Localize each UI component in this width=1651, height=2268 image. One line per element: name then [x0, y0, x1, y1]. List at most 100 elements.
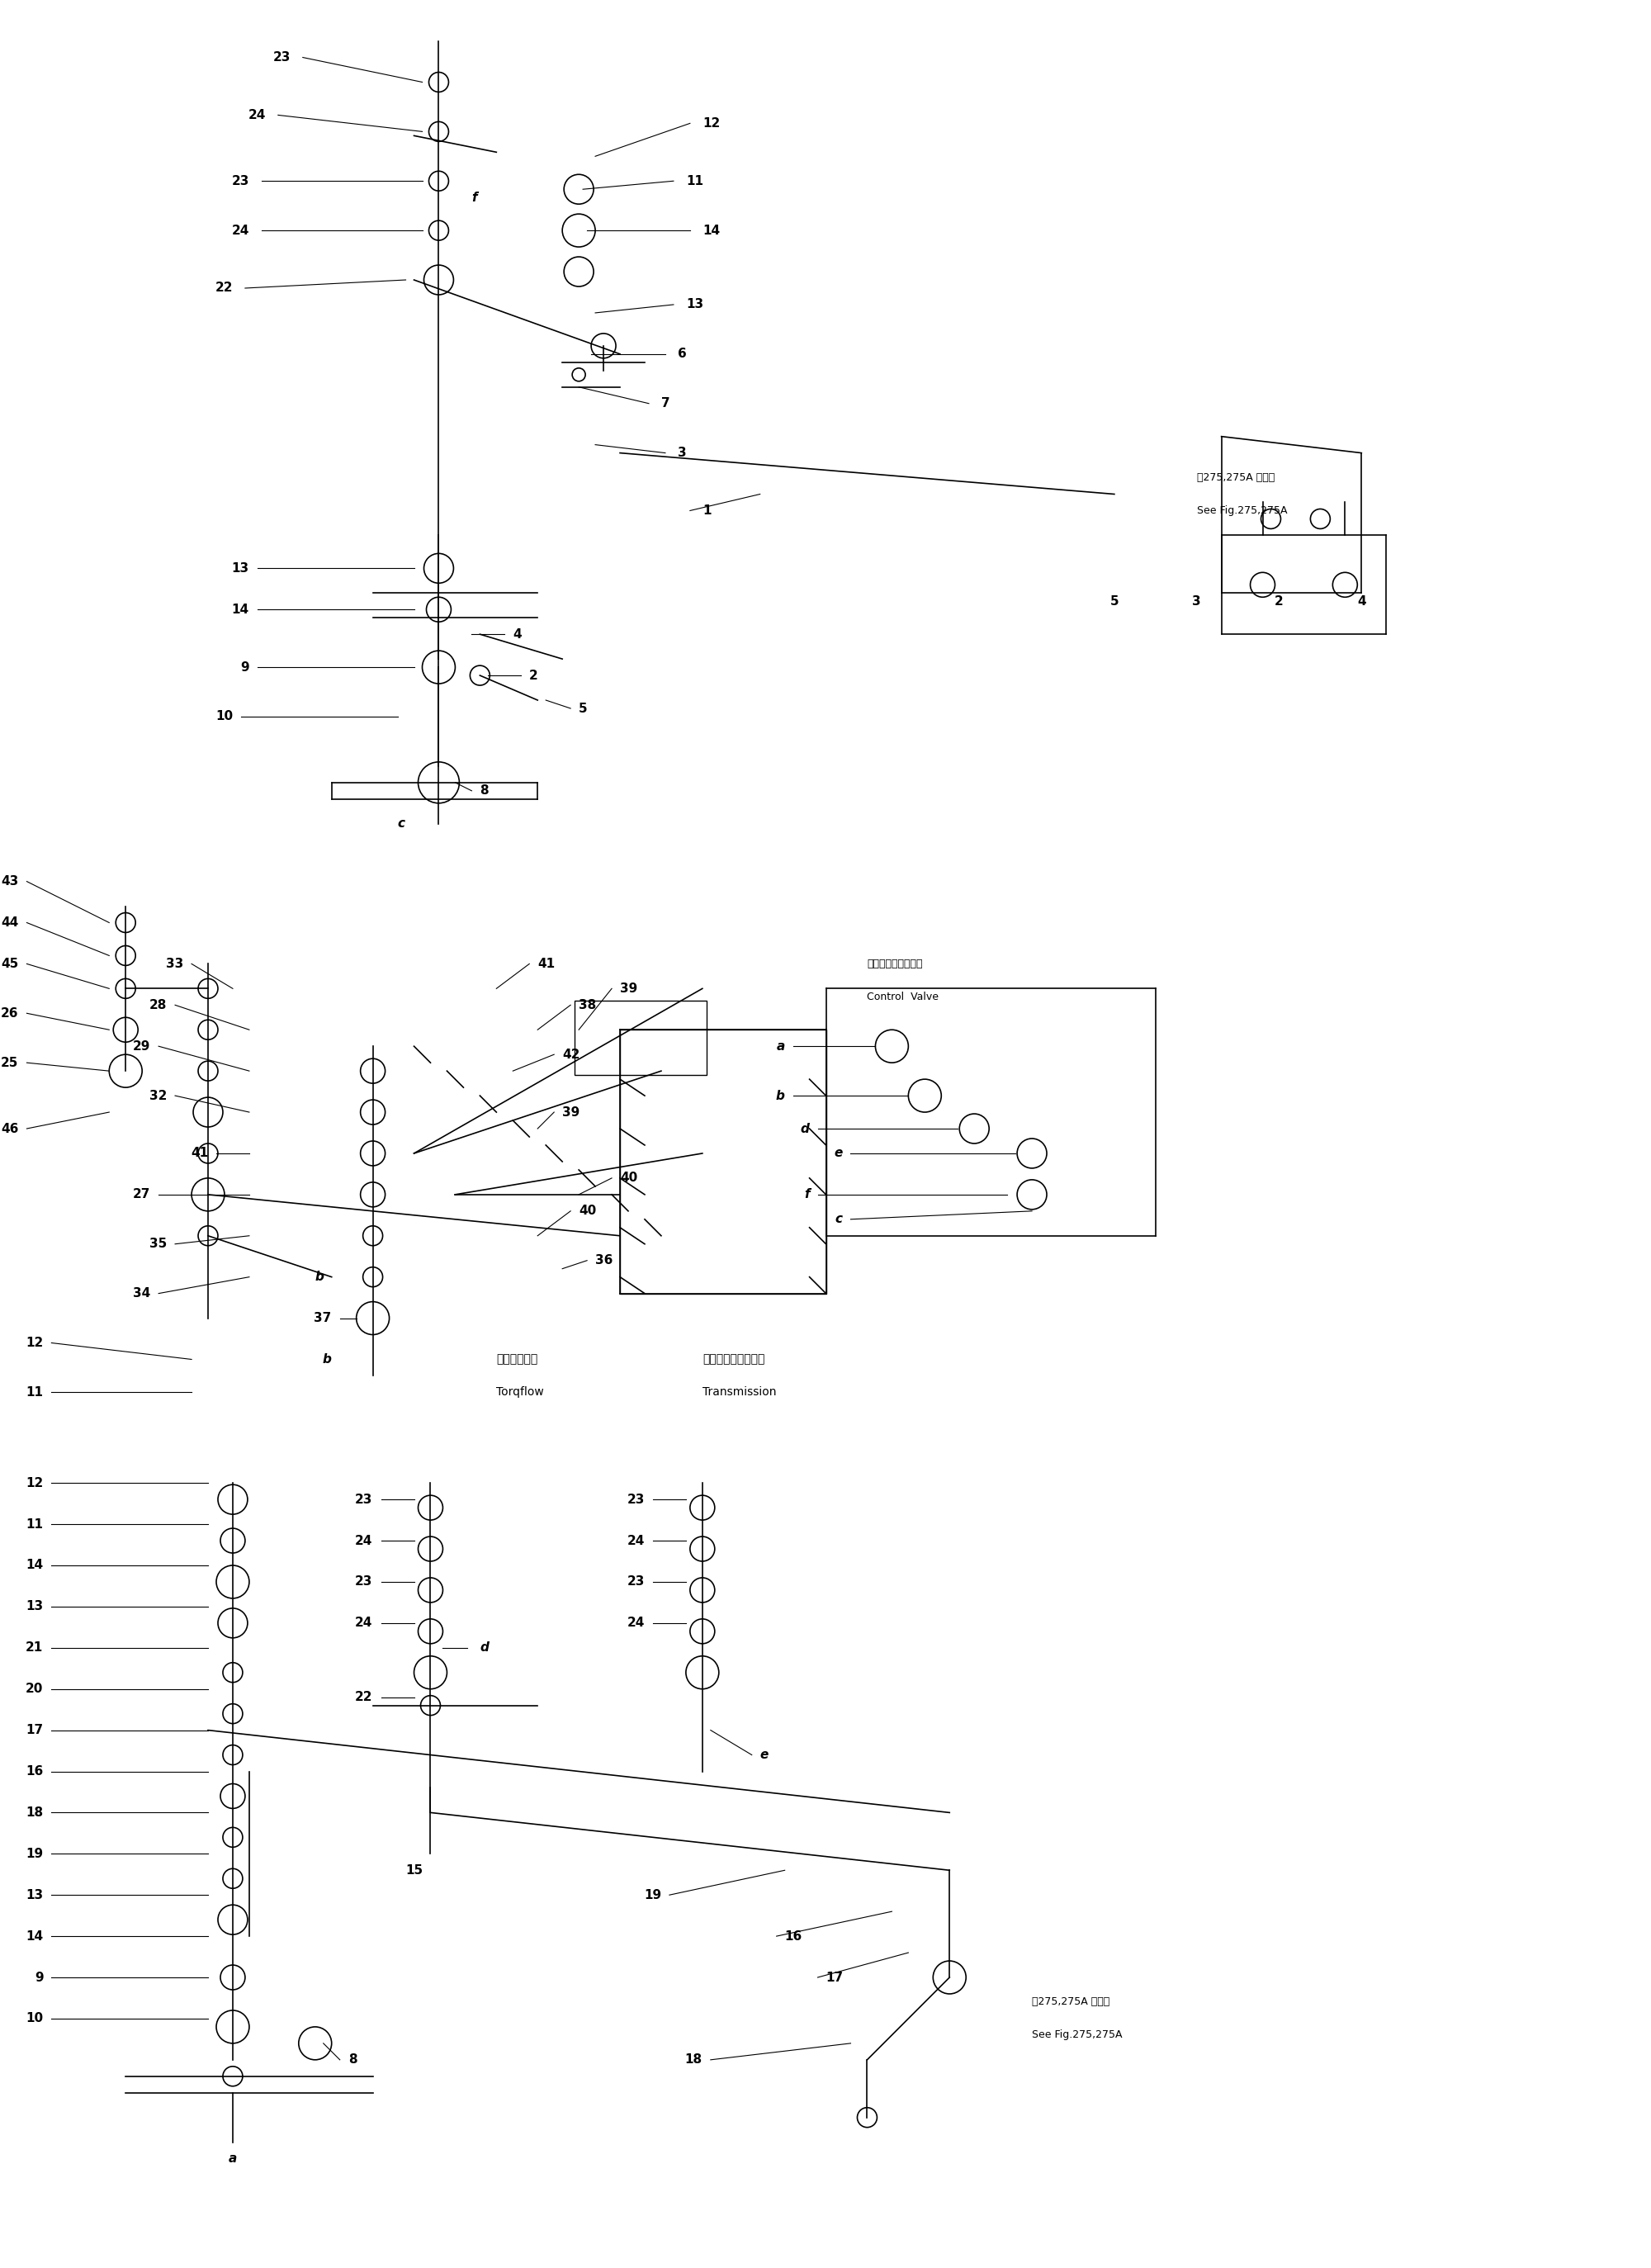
Text: 2: 2 — [530, 669, 538, 683]
Text: 23: 23 — [272, 52, 291, 64]
Text: 5: 5 — [580, 703, 588, 714]
Text: 16: 16 — [784, 1930, 802, 1941]
Text: e: e — [834, 1148, 842, 1159]
Text: 13: 13 — [231, 562, 249, 574]
FancyBboxPatch shape — [575, 1000, 707, 1075]
Text: 9: 9 — [35, 1971, 43, 1984]
Text: 24: 24 — [231, 225, 249, 236]
Text: Transmission: Transmission — [702, 1386, 776, 1397]
Text: 7: 7 — [660, 397, 670, 411]
Text: 23: 23 — [627, 1492, 644, 1506]
Text: Control  Valve: Control Valve — [867, 991, 939, 1002]
Text: 17: 17 — [826, 1971, 844, 1984]
Text: 25: 25 — [2, 1057, 18, 1068]
Text: 11: 11 — [26, 1517, 43, 1531]
Text: 18: 18 — [685, 2053, 702, 2066]
Text: 23: 23 — [627, 1576, 644, 1588]
Text: 8: 8 — [480, 785, 489, 796]
Text: 18: 18 — [26, 1805, 43, 1819]
Text: 11: 11 — [26, 1386, 43, 1399]
Text: e: e — [759, 1749, 769, 1760]
Text: 33: 33 — [165, 957, 183, 971]
Text: 24: 24 — [627, 1535, 644, 1547]
Text: 39: 39 — [621, 982, 637, 996]
Text: See Fig.275,275A: See Fig.275,275A — [1032, 2030, 1123, 2041]
Text: 32: 32 — [149, 1089, 167, 1102]
Text: 14: 14 — [231, 603, 249, 615]
Text: 24: 24 — [248, 109, 266, 120]
Text: 14: 14 — [702, 225, 720, 236]
Text: 29: 29 — [132, 1041, 150, 1052]
Text: 24: 24 — [627, 1617, 644, 1628]
Text: 1: 1 — [702, 503, 712, 517]
Text: a: a — [776, 1041, 784, 1052]
Text: 17: 17 — [26, 1724, 43, 1737]
Text: 8: 8 — [348, 2053, 357, 2066]
Text: 3: 3 — [1192, 594, 1200, 608]
Text: 22: 22 — [355, 1692, 373, 1703]
Text: 40: 40 — [580, 1204, 596, 1218]
Text: 36: 36 — [596, 1254, 613, 1268]
Text: 34: 34 — [132, 1288, 150, 1300]
Text: 10: 10 — [26, 2012, 43, 2025]
Text: 12: 12 — [702, 118, 720, 129]
Text: 42: 42 — [563, 1048, 580, 1061]
Text: 24: 24 — [355, 1535, 373, 1547]
Text: 10: 10 — [215, 710, 233, 723]
Text: 28: 28 — [149, 998, 167, 1012]
Text: 第275,275A 図参照: 第275,275A 図参照 — [1197, 472, 1275, 483]
Text: 6: 6 — [677, 347, 687, 361]
Text: 24: 24 — [355, 1617, 373, 1628]
Text: 13: 13 — [26, 1601, 43, 1613]
Text: 23: 23 — [231, 175, 249, 188]
Text: 13: 13 — [685, 299, 703, 311]
Text: トルクフロー: トルクフロー — [497, 1354, 538, 1365]
Text: 26: 26 — [0, 1007, 18, 1021]
Text: 45: 45 — [2, 957, 18, 971]
Text: b: b — [315, 1270, 324, 1284]
Text: 35: 35 — [149, 1238, 167, 1250]
Text: 19: 19 — [644, 1889, 660, 1901]
Text: 40: 40 — [621, 1173, 637, 1184]
Text: 12: 12 — [26, 1336, 43, 1349]
Text: Torqflow: Torqflow — [497, 1386, 545, 1397]
Text: 14: 14 — [26, 1930, 43, 1941]
Text: 14: 14 — [26, 1558, 43, 1572]
Text: 43: 43 — [2, 875, 18, 887]
Text: f: f — [804, 1188, 809, 1200]
Text: 23: 23 — [355, 1492, 373, 1506]
Text: d: d — [480, 1642, 489, 1653]
Text: b: b — [322, 1354, 332, 1365]
Text: 4: 4 — [1357, 594, 1365, 608]
Text: 16: 16 — [26, 1765, 43, 1778]
Text: 11: 11 — [685, 175, 703, 188]
Text: f: f — [472, 191, 477, 204]
Text: 4: 4 — [513, 628, 522, 640]
Text: 41: 41 — [538, 957, 555, 971]
Text: 44: 44 — [2, 916, 18, 930]
Text: 41: 41 — [190, 1148, 208, 1159]
Text: トランスミッション: トランスミッション — [702, 1354, 764, 1365]
Text: 13: 13 — [26, 1889, 43, 1901]
Text: c: c — [835, 1213, 842, 1225]
Text: b: b — [776, 1089, 784, 1102]
Text: See Fig.275,275A: See Fig.275,275A — [1197, 506, 1288, 517]
Text: 3: 3 — [677, 447, 687, 458]
Text: 38: 38 — [580, 998, 596, 1012]
Text: 22: 22 — [215, 281, 233, 295]
Text: 39: 39 — [563, 1107, 580, 1118]
Text: c: c — [398, 816, 404, 830]
Text: 46: 46 — [2, 1123, 18, 1134]
Text: 27: 27 — [132, 1188, 150, 1200]
Text: a: a — [228, 2152, 238, 2166]
Text: 15: 15 — [404, 1864, 423, 1876]
Text: 12: 12 — [26, 1476, 43, 1490]
Text: 2: 2 — [1275, 594, 1283, 608]
Text: 37: 37 — [314, 1311, 332, 1325]
Text: 20: 20 — [26, 1683, 43, 1694]
Text: d: d — [801, 1123, 809, 1134]
Text: 9: 9 — [241, 660, 249, 674]
Text: 5: 5 — [1109, 594, 1119, 608]
Text: 23: 23 — [355, 1576, 373, 1588]
Text: 21: 21 — [26, 1642, 43, 1653]
